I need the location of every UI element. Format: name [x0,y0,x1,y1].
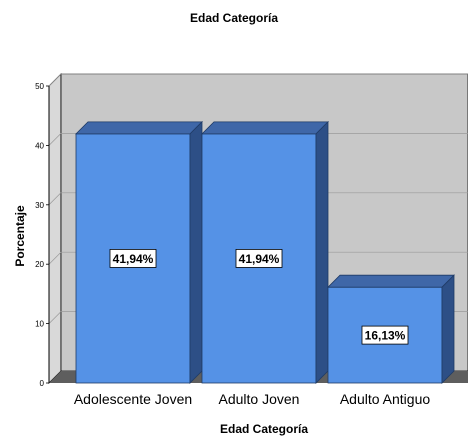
x-tick-label: Adulto Joven [219,391,300,407]
data-label: 41,94% [239,252,280,266]
bar-side [315,120,329,384]
data-label: 16,13% [365,329,406,343]
y-axis-ticks: 0 10 20 30 40 50 [35,82,49,388]
y-tick-label: 20 [35,260,44,269]
gridline-side [48,133,62,146]
y-tick-label: 50 [35,82,44,91]
y-tick-label: 0 [40,379,45,388]
x-axis-title: Edad Categoría [220,422,308,436]
bars: 41,94% 41,94% 16,13% [75,120,455,384]
gridline-side [48,251,62,265]
plot-side-wall [48,73,62,384]
bar-top [201,121,329,135]
x-axis-ticks: Adolescente Joven Adulto Joven Adulto Anti… [74,391,431,407]
gridline-side [48,311,62,324]
y-tick-label: 10 [35,320,44,329]
x-tick-label: Adulto Antiguo [340,391,431,407]
x-tick-label: Adolescente Joven [74,391,192,407]
data-label: 41,94% [113,252,154,266]
bar-top [75,121,203,135]
bar-side [441,274,455,384]
y-axis-title: Porcentaje [13,205,27,267]
data-label-box [361,325,409,345]
data-label-box [235,249,283,268]
y-tick-label: 30 [35,201,44,210]
data-label-box [109,249,157,268]
bar: 41,94% [201,120,329,384]
gridline-side [48,192,62,206]
bar: 16,13% [327,274,455,384]
bar-top [327,274,455,288]
y-tick-label: 40 [35,141,44,150]
gridline-side [48,73,62,87]
chart-title: Edad Categoría [190,11,278,25]
bar-side [189,120,203,384]
bar: 41,94% [75,120,203,384]
